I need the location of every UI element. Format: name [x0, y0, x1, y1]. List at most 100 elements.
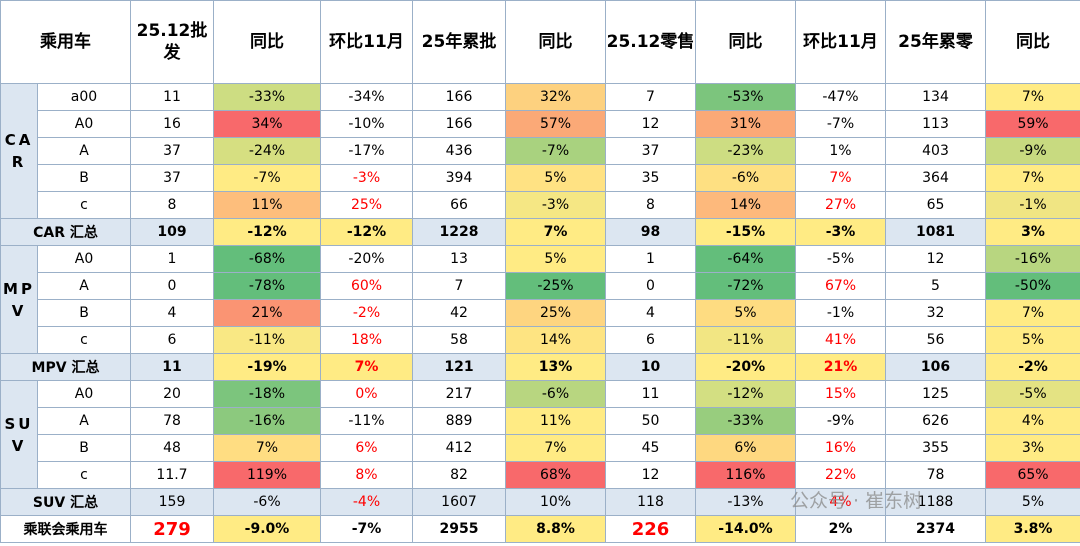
value-cell: 34% [213, 110, 321, 138]
value-cell: 8.8% [505, 515, 606, 543]
value-cell: 22% [795, 461, 886, 489]
value-cell: 7% [795, 164, 886, 192]
value-cell: 8 [130, 191, 214, 219]
value-cell: 436 [412, 137, 506, 165]
value-cell: -15% [695, 218, 796, 246]
value-cell: 6% [320, 434, 413, 462]
group-label: SUV [0, 380, 38, 489]
value-cell: 7 [412, 272, 506, 300]
value-cell: 4 [130, 299, 214, 327]
value-cell: 48 [130, 434, 214, 462]
value-cell: 13 [412, 245, 506, 273]
value-cell: 11% [505, 407, 606, 435]
value-cell: 78 [885, 461, 986, 489]
value-cell: -1% [985, 191, 1080, 219]
value-cell: 4% [985, 407, 1080, 435]
value-cell: 7% [213, 434, 321, 462]
value-cell: 0% [320, 380, 413, 408]
value-cell: -3% [505, 191, 606, 219]
value-cell: -68% [213, 245, 321, 273]
value-cell: 67% [795, 272, 886, 300]
value-cell: 1228 [412, 218, 506, 246]
value-cell: 37 [130, 137, 214, 165]
value-cell: 7% [320, 353, 413, 381]
data-row: A 78 -16% -11% 889 11% 50 -33% -9% 626 4% [1, 407, 1080, 435]
value-cell: -6% [695, 164, 796, 192]
watermark: 公众号 · 崔东树 [790, 490, 923, 512]
value-cell: 15% [795, 380, 886, 408]
total-label: MPV 汇总 [0, 353, 131, 381]
header-cell: 25年累批 [412, 0, 506, 84]
value-cell: -78% [213, 272, 321, 300]
value-cell: 626 [885, 407, 986, 435]
value-cell: -2% [320, 299, 413, 327]
value-cell: 121 [412, 353, 506, 381]
value-cell: 7 [605, 83, 696, 111]
value-cell: 125 [885, 380, 986, 408]
grand-total-row: 乘联会乘用车 279 -9.0% -7% 2955 8.8% 226 -14.0% 2% 2374… [0, 515, 1080, 543]
value-cell: 0 [130, 272, 214, 300]
value-cell: 59% [985, 110, 1080, 138]
value-cell: 5% [505, 245, 606, 273]
value-cell: 7% [505, 218, 606, 246]
value-cell: 25% [505, 299, 606, 327]
value-cell: 12 [605, 110, 696, 138]
value-cell: -3% [795, 218, 886, 246]
value-cell: 11 [130, 353, 214, 381]
value-cell: -33% [213, 83, 321, 111]
data-row: B 37 -7% -3% 394 5% 35 -6% 7% 364 7% [1, 164, 1080, 192]
value-cell: 12 [605, 461, 696, 489]
value-cell: 4% [795, 488, 886, 516]
value-cell: -33% [695, 407, 796, 435]
value-cell: 134 [885, 83, 986, 111]
value-cell: -4% [320, 488, 413, 516]
value-cell: 37 [130, 164, 214, 192]
data-row: SUV A0 20 -18% 0% 217 -6% 11 -12% 15% 125 -5% [0, 380, 1080, 489]
value-cell: 7% [985, 299, 1080, 327]
group-label: MPV [0, 245, 38, 354]
row-label: A0 [37, 110, 131, 138]
value-cell: 11 [130, 83, 214, 111]
header-cell: 环比11月 [795, 0, 886, 84]
value-cell: 3.8% [985, 515, 1080, 543]
value-cell: 5% [695, 299, 796, 327]
header-cell: 乘用车 [0, 0, 131, 84]
total-label: CAR 汇总 [0, 218, 131, 246]
value-cell: 355 [885, 434, 986, 462]
value-cell: -23% [695, 137, 796, 165]
row-label: A0 [37, 380, 131, 408]
row-label: B [37, 299, 131, 327]
data-row: MPV A0 1 -68% -20% 13 5% 1 -64% -5% 12 -16% [0, 245, 1080, 354]
value-cell: 98 [605, 218, 696, 246]
row-label: A [37, 272, 131, 300]
value-cell: -16% [213, 407, 321, 435]
value-cell: 1607 [412, 488, 506, 516]
value-cell: -11% [213, 326, 321, 354]
value-cell: -24% [213, 137, 321, 165]
value-cell: 2955 [412, 515, 506, 543]
header-row: 乘用车 25.12批发 同比 环比11月 25年累批 同比 25.12零售 同比 环比11月 25… [0, 0, 1080, 84]
value-cell: -53% [695, 83, 796, 111]
row-label: a00 [37, 83, 131, 111]
value-cell: 106 [885, 353, 986, 381]
grand-total-label: 乘联会乘用车 [0, 515, 131, 543]
value-cell: 403 [885, 137, 986, 165]
value-cell: 1 [605, 245, 696, 273]
row-label: c [37, 326, 131, 354]
value-cell: -12% [320, 218, 413, 246]
value-cell: 166 [412, 110, 506, 138]
value-cell: 25% [320, 191, 413, 219]
value-cell: 12 [885, 245, 986, 273]
value-cell: 10% [505, 488, 606, 516]
value-cell: 889 [412, 407, 506, 435]
data-row: A 0 -78% 60% 7 -25% 0 -72% 67% 5 -50% [1, 272, 1080, 300]
value-cell: 3% [985, 218, 1080, 246]
row-label: B [37, 164, 131, 192]
value-cell: 5% [985, 326, 1080, 354]
header-cell: 25.12零售 [605, 0, 696, 84]
value-cell: -11% [695, 326, 796, 354]
value-cell: -20% [695, 353, 796, 381]
row-label: c [37, 191, 131, 219]
value-cell: -25% [505, 272, 606, 300]
value-cell: -64% [695, 245, 796, 273]
